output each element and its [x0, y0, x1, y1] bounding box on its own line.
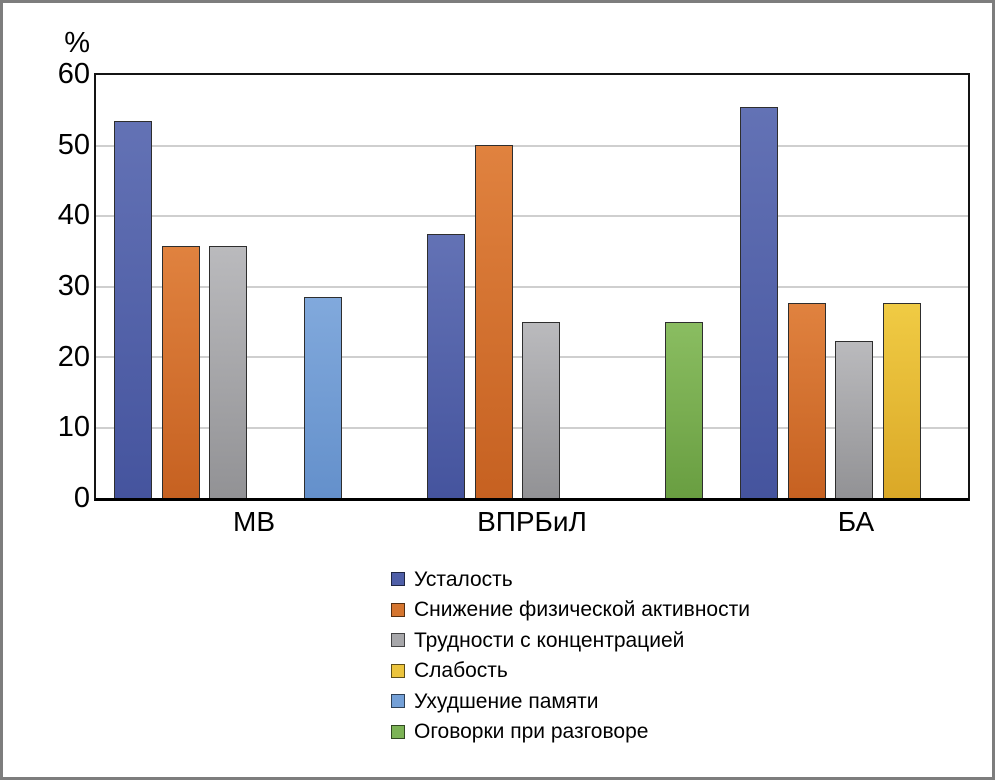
- bar: [114, 121, 152, 498]
- bar: [474, 145, 513, 498]
- x-category-label: БА: [837, 506, 875, 537]
- gridline: [96, 215, 968, 217]
- legend-label: Усталость: [414, 567, 513, 591]
- legend-item: Трудности с концентрацией: [391, 625, 750, 656]
- legend-label: Трудности с концентрацией: [414, 628, 685, 652]
- plot-area: [94, 73, 970, 501]
- y-tick-label: 10: [57, 411, 90, 444]
- legend-label: Ухудшение памяти: [414, 689, 599, 713]
- x-category-label: ВПРБиЛ: [477, 506, 587, 537]
- bar: [740, 107, 778, 498]
- legend-swatch: [391, 694, 405, 709]
- legend-item: Слабость: [391, 656, 750, 687]
- legend-item: Ухудшение памяти: [391, 686, 750, 717]
- legend-swatch: [391, 663, 405, 678]
- y-tick-label: 20: [57, 340, 90, 373]
- gridline: [96, 144, 968, 147]
- bar: [209, 246, 247, 498]
- legend-swatch: [391, 572, 405, 587]
- x-category-label: МВ: [233, 506, 275, 537]
- chart-legend: Усталость Снижение физической активности Т…: [391, 564, 750, 747]
- legend-item: Оговорки при разговоре: [391, 717, 750, 748]
- legend-item: Снижение физической активности: [391, 595, 750, 626]
- y-tick-label: 30: [57, 270, 90, 302]
- bar: [427, 234, 465, 498]
- bar: [787, 303, 826, 498]
- legend-swatch: [391, 633, 405, 648]
- bar: [882, 303, 921, 498]
- bar: [664, 322, 703, 498]
- y-tick-label: 50: [57, 128, 90, 161]
- legend-label: Слабость: [414, 659, 508, 683]
- y-axis-unit-label: %: [64, 27, 90, 59]
- legend-label: Снижение физической активности: [414, 598, 750, 622]
- bar: [161, 246, 200, 498]
- legend-item: Усталость: [391, 564, 750, 595]
- y-tick-label: 40: [57, 199, 90, 232]
- bar: [304, 297, 342, 498]
- y-tick-label: 0: [73, 482, 90, 514]
- legend-swatch: [391, 724, 405, 739]
- y-tick-label: 60: [57, 58, 90, 90]
- legend-label: Оговорки при разговоре: [414, 720, 649, 744]
- bar: [522, 322, 560, 498]
- gridline: [96, 285, 968, 288]
- legend-swatch: [391, 602, 405, 617]
- bar: [835, 341, 873, 498]
